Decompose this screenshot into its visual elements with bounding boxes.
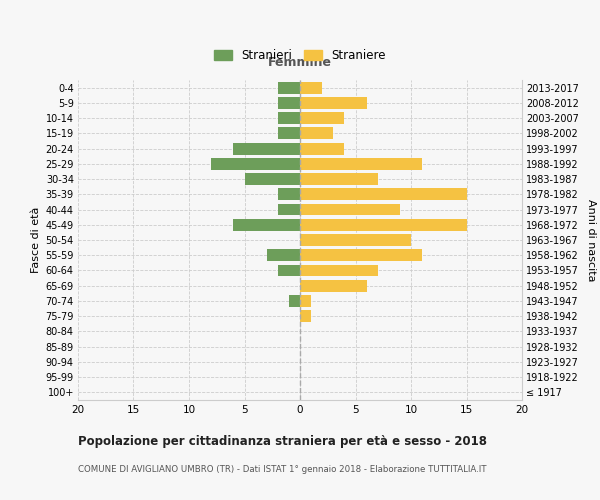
Bar [300,204,400,216]
Bar [300,310,311,322]
Bar [300,112,344,124]
Bar [278,128,300,140]
Bar [300,264,378,276]
Bar [300,158,422,170]
Bar [233,142,300,154]
Text: COMUNE DI AVIGLIANO UMBRO (TR) - Dati ISTAT 1° gennaio 2018 - Elaborazione TUTTI: COMUNE DI AVIGLIANO UMBRO (TR) - Dati IS… [78,465,487,474]
Bar [300,188,467,200]
Bar [278,97,300,109]
Bar [300,295,311,307]
Bar [300,173,378,185]
Bar [300,280,367,291]
Legend: Stranieri, Straniere: Stranieri, Straniere [209,44,391,66]
Bar [300,97,367,109]
Bar [245,173,300,185]
Bar [266,250,300,261]
Bar [278,112,300,124]
Bar [289,295,300,307]
Bar [300,128,334,140]
Bar [300,142,344,154]
Bar [300,82,322,94]
Bar [278,188,300,200]
Y-axis label: Anni di nascita: Anni di nascita [586,198,596,281]
Text: Femmine: Femmine [268,56,332,69]
Y-axis label: Fasce di età: Fasce di età [31,207,41,273]
Bar [300,234,411,246]
Bar [278,264,300,276]
Text: Popolazione per cittadinanza straniera per età e sesso - 2018: Popolazione per cittadinanza straniera p… [78,435,487,448]
Bar [233,219,300,230]
Bar [278,204,300,216]
Bar [300,219,467,230]
Bar [278,82,300,94]
Bar [300,250,422,261]
Bar [211,158,300,170]
